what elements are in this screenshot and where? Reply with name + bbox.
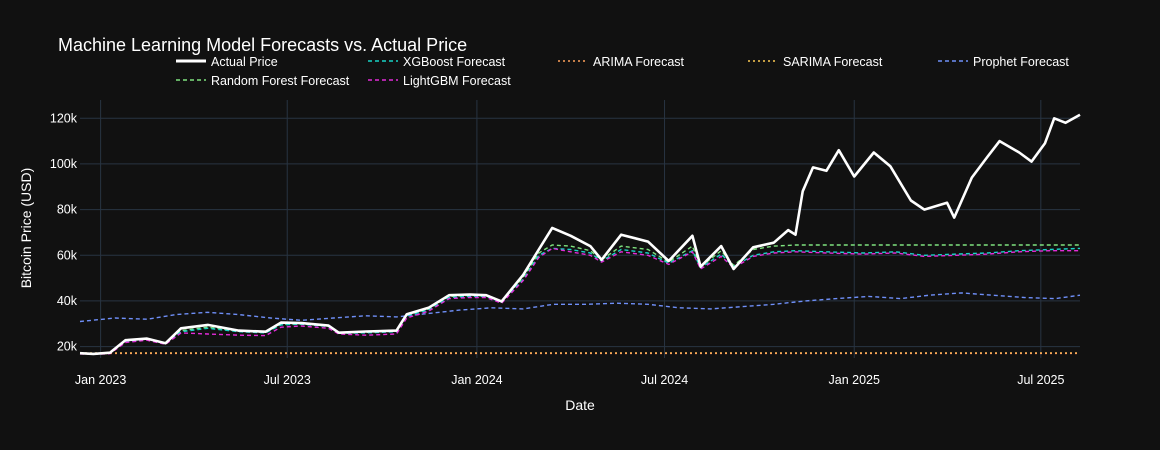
legend-item[interactable]: XGBoost Forecast (368, 55, 506, 69)
axes: 20k 40k 60k 80k 100k 120k Jan 2023 Jul 2023 Jan … (50, 111, 1065, 387)
legend-item[interactable]: LightGBM Forecast (368, 74, 511, 88)
x-tick-label: Jan 2023 (75, 373, 126, 387)
y-tick-label: 120k (50, 111, 78, 125)
y-tick-label: 80k (57, 203, 78, 217)
x-tick-label: Jan 2024 (451, 373, 502, 387)
legend-label: Random Forest Forecast (211, 74, 350, 88)
legend-label: Actual Price (211, 55, 278, 69)
legend-label: SARIMA Forecast (783, 55, 883, 69)
y-tick-label: 60k (57, 248, 78, 262)
series-line-random-forest-forecast (79, 244, 1080, 355)
x-tick-label: Jul 2025 (1017, 373, 1064, 387)
legend-label: ARIMA Forecast (593, 55, 685, 69)
x-axis-title: Date (565, 397, 595, 413)
series-line-actual-price (79, 113, 1081, 356)
y-tick-label: 100k (50, 157, 78, 171)
legend-label: Prophet Forecast (973, 55, 1069, 69)
legend-label: XGBoost Forecast (403, 55, 506, 69)
y-axis-title: Bitcoin Price (USD) (18, 168, 34, 289)
series-line-xgboost-forecast (79, 247, 1081, 355)
x-tick-label: Jan 2025 (829, 373, 880, 387)
legend-label: LightGBM Forecast (403, 74, 511, 88)
y-tick-label: 20k (57, 340, 78, 354)
legend-item[interactable]: ARIMA Forecast (558, 55, 685, 69)
x-tick-label: Jul 2023 (264, 373, 311, 387)
series-line-lightgbm-forecast (79, 247, 1080, 355)
legend-item[interactable]: Random Forest Forecast (176, 74, 350, 88)
legend-item[interactable]: Actual Price (176, 55, 278, 69)
y-tick-label: 40k (57, 294, 78, 308)
chart-title: Machine Learning Model Forecasts vs. Act… (58, 35, 467, 55)
legend[interactable]: Actual Price XGBoost Forecast ARIMA Foreca… (176, 55, 1069, 88)
series-line-prophet-forecast (79, 292, 1081, 323)
legend-item[interactable]: SARIMA Forecast (748, 55, 883, 69)
x-tick-label: Jul 2024 (641, 373, 688, 387)
legend-item[interactable]: Prophet Forecast (938, 55, 1069, 69)
plot-area (79, 113, 1081, 356)
grid (80, 100, 1080, 358)
